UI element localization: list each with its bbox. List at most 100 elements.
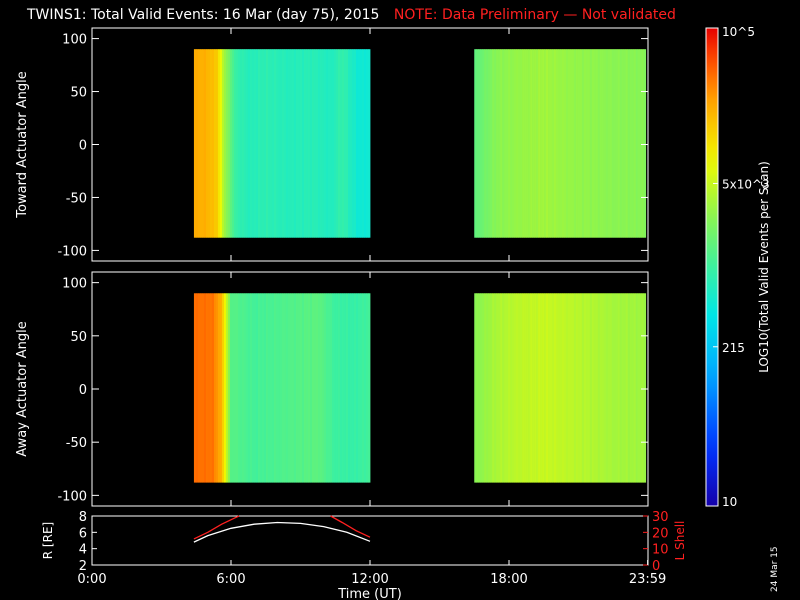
heatmap-column [635, 49, 639, 238]
colorbar: 10^5 5x10^3 215 10 LOG10(Total Valid Events … [705, 25, 771, 509]
heatmap-column [333, 293, 337, 483]
heatmap-panel-1: 100 50 0 -50 -100 Toward Actuator Angle [15, 27, 649, 262]
heatmap-column [283, 49, 287, 238]
heatmap-column [364, 293, 367, 483]
heatmap-column [546, 49, 549, 238]
right-axis-label: L Shell [673, 521, 687, 561]
heatmap-column [530, 49, 533, 238]
heatmap-column [235, 293, 239, 483]
heatmap-column [347, 49, 351, 238]
heatmap-column [621, 293, 625, 483]
heatmap-column [289, 293, 293, 483]
heatmap-column [319, 49, 323, 238]
heatmap-column [629, 49, 633, 238]
heatmap-column [203, 49, 207, 238]
heatmap-column [301, 49, 305, 238]
heatmap-column [532, 49, 535, 238]
heatmap-column [307, 293, 311, 483]
heatmap-column [583, 293, 587, 483]
heatmap-column [480, 49, 483, 238]
heatmap-column [629, 293, 633, 483]
x-tick-label: 6:00 [216, 572, 245, 587]
heatmap-column [641, 49, 645, 238]
heatmap-column [299, 293, 303, 483]
heatmap-column [516, 49, 519, 238]
heatmap-column [486, 293, 489, 483]
heatmap-column [534, 49, 537, 238]
heatmap-column [524, 49, 527, 238]
heatmap-column [565, 49, 569, 238]
heatmap-column [575, 293, 579, 483]
heatmap-column [613, 293, 617, 483]
heatmap-column [193, 49, 197, 238]
heatmap-column [643, 293, 647, 483]
heatmap-column [589, 293, 593, 483]
heatmap-column [577, 49, 581, 238]
heatmap-column [474, 293, 477, 483]
heatmap-column [333, 49, 337, 238]
heatmap-column [199, 293, 203, 483]
heatmap-column [516, 293, 519, 483]
heatmap-column [502, 293, 505, 483]
heatmap-column [275, 293, 279, 483]
heatmap-column [542, 293, 545, 483]
heatmap-column [339, 49, 343, 238]
data-block-2 [474, 293, 647, 483]
heatmap-column [303, 49, 307, 238]
heatmap-column [607, 49, 611, 238]
heatmap-column [551, 293, 555, 483]
y-tick-label: 0 [79, 139, 87, 154]
heatmap-column [603, 49, 607, 238]
heatmap-column [221, 293, 225, 483]
heatmap-column [339, 293, 343, 483]
heatmap-column [498, 49, 501, 238]
heatmap-column [490, 293, 493, 483]
heatmap-column [360, 293, 363, 483]
heatmap-column [297, 49, 301, 238]
heatmap-column [261, 49, 265, 238]
heatmap-column [241, 293, 245, 483]
heatmap-column [313, 293, 317, 483]
y-tick-label: -100 [57, 244, 87, 259]
heatmap-column [601, 49, 605, 238]
heatmap-column [263, 49, 267, 238]
heatmap-column [265, 293, 269, 483]
heatmap-column [267, 293, 271, 483]
heatmap-column [245, 49, 249, 238]
radius-line [193, 521, 371, 543]
heatmap-column [585, 293, 589, 483]
heatmap-column [540, 49, 543, 238]
heatmap-column [343, 49, 347, 238]
heatmap-column [567, 293, 571, 483]
heatmap-column [611, 49, 615, 238]
heatmap-column [360, 49, 363, 238]
heatmap-column [492, 49, 495, 238]
heatmap-column [605, 293, 609, 483]
heatmap-column [571, 49, 575, 238]
panel-frame [91, 515, 649, 566]
heatmap-column [323, 49, 327, 238]
heatmap-column [492, 293, 495, 483]
heatmap-column [255, 293, 259, 483]
y-tick-label: -50 [66, 191, 87, 206]
heatmap-column [498, 293, 501, 483]
heatmap-column [506, 293, 509, 483]
heatmap-column [219, 293, 223, 483]
heatmap-column [197, 293, 201, 483]
colorbar-tick-label: 10 [722, 495, 737, 509]
heatmap-column [325, 49, 329, 238]
colorbar-tick-label: 10^5 [722, 25, 755, 39]
heatmap-column [633, 49, 637, 238]
heatmap-column [599, 49, 603, 238]
heatmap-column [563, 49, 567, 238]
heatmap-column [611, 293, 615, 483]
heatmap-column [482, 293, 485, 483]
heatmap-column [247, 49, 251, 238]
heatmap-column [573, 49, 577, 238]
heatmap-column [245, 293, 249, 483]
y-tick-label: 2 [79, 559, 87, 574]
heatmap-column [331, 293, 335, 483]
heatmap-column [635, 293, 639, 483]
heatmap-column [605, 49, 609, 238]
heatmap-column [301, 293, 305, 483]
